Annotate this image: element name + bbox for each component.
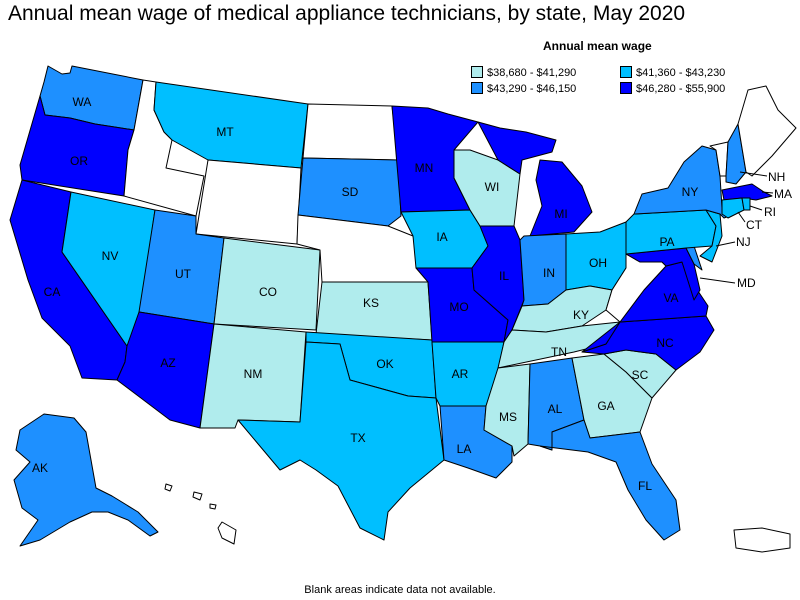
state-fl[interactable] [539, 419, 681, 541]
state-co[interactable] [213, 237, 321, 331]
state-ct[interactable] [721, 197, 745, 219]
callout-line-ct [737, 211, 746, 223]
state-label-mn: MN [415, 161, 434, 175]
state-label-nv: NV [102, 249, 119, 263]
state-label-ak: AK [32, 461, 48, 475]
state-label-mi: MI [554, 207, 567, 221]
state-ks[interactable] [315, 281, 433, 341]
state-label-ms: MS [499, 410, 517, 424]
state-label-al: AL [548, 402, 563, 416]
callout-line-md [699, 277, 736, 284]
state-label-ar: AR [452, 367, 469, 381]
legend-item-tier-3: $43,290 - $46,150 [471, 82, 576, 95]
legend-swatch [471, 82, 483, 94]
state-label-nj: NJ [736, 235, 751, 249]
state-label-pa: PA [659, 235, 674, 249]
legend-swatch [620, 66, 632, 78]
state-label-ut: UT [175, 267, 192, 281]
state-hi[interactable] [164, 483, 237, 545]
callout-line-ma [761, 191, 774, 194]
state-label-la: LA [457, 442, 472, 456]
state-label-ia: IA [436, 230, 447, 244]
state-nd[interactable] [302, 103, 399, 161]
legend-title: Annual mean wage [543, 39, 652, 53]
state-label-ok: OK [376, 357, 393, 371]
state-label-ky: KY [573, 308, 589, 322]
state-label-fl: FL [638, 479, 652, 493]
state-label-or: OR [70, 154, 88, 168]
state-label-wi: WI [485, 180, 500, 194]
state-label-sc: SC [632, 368, 649, 382]
state-label-ri: RI [764, 205, 776, 219]
state-label-wa: WA [73, 95, 92, 109]
legend-label: $41,360 - $43,230 [636, 67, 726, 79]
state-label-nc: NC [656, 336, 674, 350]
state-label-nm: NM [244, 367, 263, 381]
legend-label: $38,680 - $41,290 [487, 67, 577, 79]
legend-item-tier-4: $46,280 - $55,900 [620, 82, 725, 95]
state-vt[interactable] [709, 141, 729, 177]
state-mi[interactable] [477, 121, 593, 237]
footnote: Blank areas indicate data not available. [304, 584, 496, 596]
legend-swatch [620, 82, 632, 94]
state-wy[interactable] [195, 159, 302, 245]
state-label-oh: OH [589, 256, 607, 270]
state-label-ny: NY [682, 185, 699, 199]
legend-item-tier-1: $38,680 - $41,290 [471, 66, 576, 79]
state-label-nh: NH [768, 170, 785, 184]
legend-swatch [471, 66, 483, 78]
map-title: Annual mean wage of medical appliance te… [8, 2, 686, 25]
callout-line-ri [749, 205, 763, 211]
state-label-md: MD [737, 276, 756, 290]
state-label-mt: MT [216, 125, 234, 139]
state-label-ct: CT [746, 218, 763, 232]
legend-label: $46,280 - $55,900 [636, 83, 726, 95]
callout-line-nj [715, 241, 736, 247]
state-label-ca: CA [44, 285, 61, 299]
legend-label: $43,290 - $46,150 [487, 83, 577, 95]
callout-line-nh [739, 171, 768, 177]
state-ak[interactable] [13, 413, 159, 547]
state-label-co: CO [259, 285, 277, 299]
state-label-tn: TN [551, 345, 567, 359]
state-label-in: IN [543, 266, 555, 280]
state-label-sd: SD [342, 185, 359, 199]
state-pr[interactable] [733, 527, 791, 553]
state-label-va: VA [663, 291, 678, 305]
state-sd[interactable] [297, 157, 402, 227]
state-label-mo: MO [449, 300, 468, 314]
state-label-il: IL [499, 269, 509, 283]
state-nj[interactable] [699, 209, 723, 263]
legend-item-tier-2: $41,360 - $43,230 [620, 66, 725, 79]
state-ri[interactable] [741, 197, 751, 211]
state-label-ga: GA [597, 399, 614, 413]
state-label-ma: MA [774, 187, 792, 201]
state-label-az: AZ [160, 356, 175, 370]
state-me[interactable] [737, 85, 797, 177]
state-tx[interactable] [237, 341, 445, 541]
state-label-tx: TX [350, 431, 365, 445]
state-label-ks: KS [363, 296, 379, 310]
